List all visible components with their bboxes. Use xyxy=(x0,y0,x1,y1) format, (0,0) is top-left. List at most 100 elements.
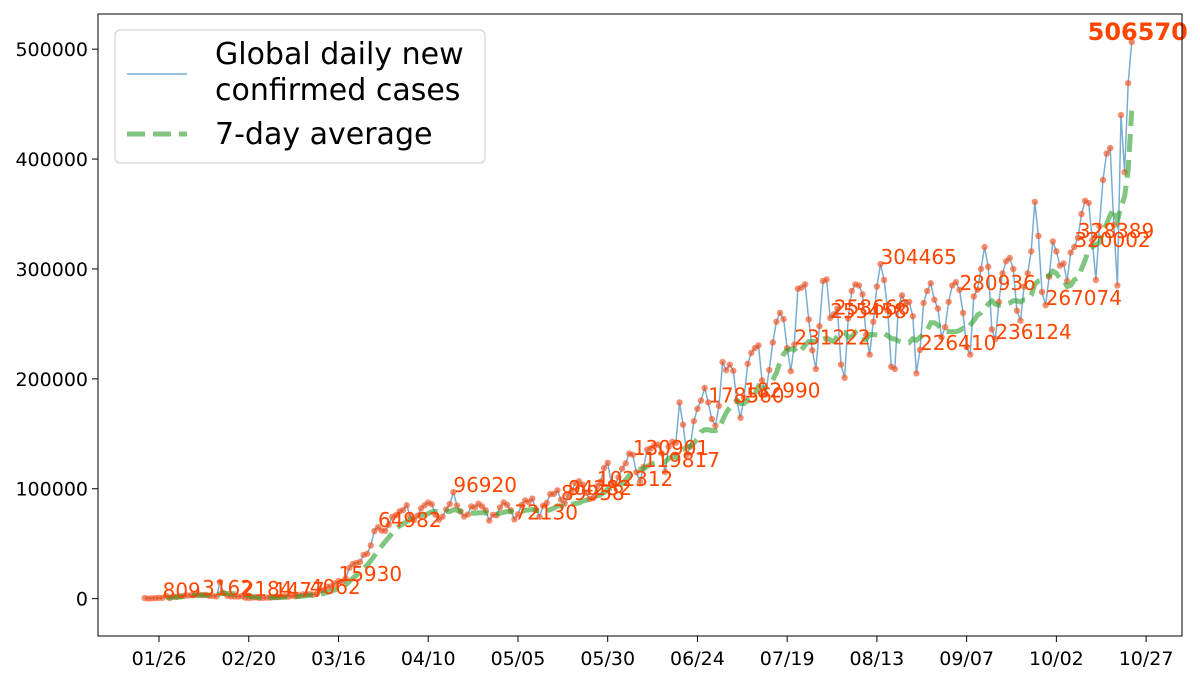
daily-point xyxy=(927,280,934,287)
x-tick-label: 01/26 xyxy=(132,648,187,670)
daily-point xyxy=(618,465,626,472)
daily-point xyxy=(873,283,881,290)
daily-point xyxy=(364,550,371,557)
data-label: 236124 xyxy=(995,320,1071,344)
daily-point xyxy=(715,402,723,410)
daily-point xyxy=(568,487,576,495)
daily-point xyxy=(1035,232,1042,240)
daily-point xyxy=(816,322,823,330)
daily-point xyxy=(446,500,453,508)
data-label: 226410 xyxy=(920,331,996,355)
daily-point xyxy=(909,313,916,320)
daily-point xyxy=(1089,237,1096,244)
data-label: 96920 xyxy=(453,473,517,497)
daily-point xyxy=(1124,80,1132,87)
daily-point xyxy=(611,481,619,489)
daily-point xyxy=(1114,282,1121,289)
daily-point xyxy=(837,361,845,368)
y-tick-label: 500000 xyxy=(15,39,88,61)
daily-point xyxy=(766,366,773,374)
daily-point xyxy=(597,478,604,485)
data-label: 258666 xyxy=(834,295,910,319)
daily-point xyxy=(536,513,543,520)
data-label: 2184 xyxy=(242,577,293,601)
data-label: 178560 xyxy=(708,383,784,407)
daily-point xyxy=(834,305,841,312)
daily-point xyxy=(622,460,629,467)
daily-point xyxy=(676,399,683,406)
daily-point xyxy=(855,282,863,289)
daily-point xyxy=(934,305,942,312)
daily-point xyxy=(791,341,798,348)
daily-point xyxy=(945,298,952,306)
daily-point xyxy=(496,504,504,511)
daily-point xyxy=(1006,254,1013,262)
daily-point xyxy=(1060,260,1067,267)
data-label: 231222 xyxy=(794,326,870,350)
data-label: 1477 xyxy=(274,578,325,602)
x-tick-label: 08/13 xyxy=(850,648,905,670)
daily-point xyxy=(722,366,730,374)
daily-point xyxy=(1128,38,1135,46)
daily-point xyxy=(712,422,719,429)
daily-point xyxy=(1071,243,1078,251)
daily-point xyxy=(514,511,522,518)
daily-point xyxy=(694,405,701,412)
daily-point xyxy=(830,311,838,318)
daily-point xyxy=(399,506,407,514)
daily-point xyxy=(773,318,780,325)
daily-point xyxy=(1010,265,1017,273)
y-tick-label: 0 xyxy=(76,589,88,611)
daily-point xyxy=(654,441,662,448)
x-tick-label: 09/07 xyxy=(939,648,994,670)
daily-point xyxy=(1028,248,1035,255)
y-tick-label: 200000 xyxy=(15,369,88,391)
daily-point xyxy=(554,487,561,494)
daily-point xyxy=(941,323,949,331)
x-tick-label: 07/19 xyxy=(760,648,815,670)
daily-point xyxy=(823,276,830,283)
x-tick-label: 06/24 xyxy=(670,648,725,670)
daily-point xyxy=(511,516,518,523)
data-label: 304465 xyxy=(880,245,956,269)
daily-point xyxy=(1096,222,1103,230)
daily-point xyxy=(661,468,669,476)
daily-point xyxy=(633,469,640,476)
legend-label: 7-day average xyxy=(215,117,432,152)
data-label: 119817 xyxy=(644,448,720,472)
daily-point xyxy=(1107,144,1114,152)
daily-point xyxy=(1031,198,1039,206)
daily-point xyxy=(923,287,931,295)
data-label: 280936 xyxy=(959,271,1035,295)
daily-point xyxy=(1099,176,1107,184)
daily-point xyxy=(805,316,812,323)
data-label: 809 xyxy=(163,579,201,603)
daily-point xyxy=(636,478,644,486)
daily-point xyxy=(931,296,938,303)
daily-point xyxy=(1078,210,1085,218)
daily-point xyxy=(981,243,988,251)
x-tick-label: 05/05 xyxy=(491,648,546,670)
daily-point xyxy=(895,303,902,310)
daily-point xyxy=(1053,248,1060,255)
data-label: 320002 xyxy=(1074,228,1150,252)
daily-point xyxy=(615,474,622,481)
daily-point xyxy=(758,377,766,384)
data-label: 89958 xyxy=(561,481,625,505)
daily-point xyxy=(701,384,708,392)
daily-point xyxy=(884,307,891,314)
daily-point xyxy=(1038,288,1046,296)
daily-point xyxy=(450,488,457,496)
daily-point xyxy=(1110,221,1118,229)
data-label: 4062 xyxy=(310,575,361,599)
daily-point xyxy=(877,260,884,268)
daily-point xyxy=(730,367,737,374)
x-tick-label: 10/27 xyxy=(1119,648,1174,670)
legend-box xyxy=(114,29,486,164)
daily-point xyxy=(1042,301,1049,309)
daily-point xyxy=(1092,276,1100,284)
data-label: 267074 xyxy=(1046,286,1122,310)
daily-point xyxy=(841,374,848,381)
